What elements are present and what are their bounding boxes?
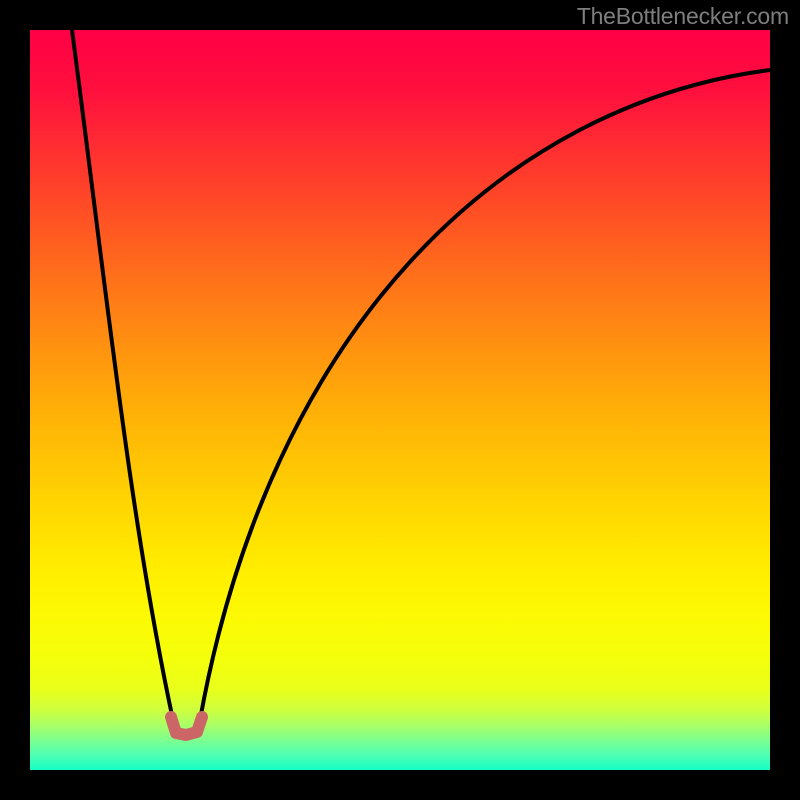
bottleneck-chart bbox=[0, 0, 800, 800]
watermark-label: TheBottlenecker.com bbox=[577, 3, 789, 30]
gradient-background bbox=[30, 30, 770, 770]
